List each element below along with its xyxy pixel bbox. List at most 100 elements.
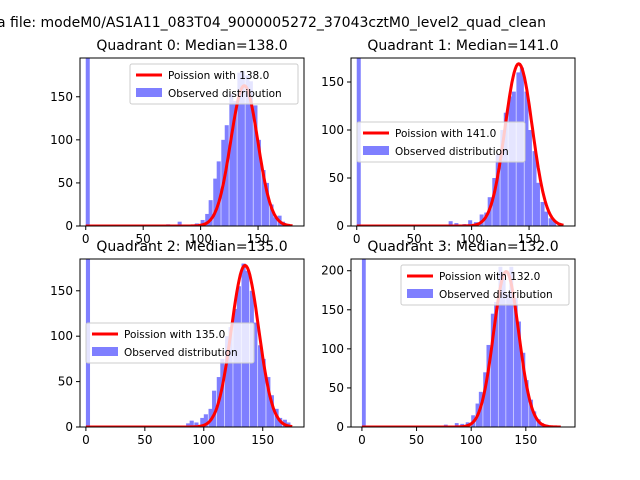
histogram-bar bbox=[258, 345, 263, 427]
x-tick-label: 100 bbox=[189, 232, 212, 246]
figure-suptitle: a file: modeM0/AS1A11_083T04_9000005272_… bbox=[0, 15, 546, 31]
y-tick-label: 200 bbox=[321, 264, 344, 278]
histogram-bar bbox=[483, 372, 488, 427]
y-tick-label: 150 bbox=[50, 90, 73, 104]
histogram-bar bbox=[501, 278, 506, 427]
histogram-bar bbox=[200, 219, 205, 226]
histogram-bar bbox=[494, 301, 498, 427]
histogram-bar bbox=[269, 395, 274, 427]
legend-label-fit: Poission with 141.0 bbox=[395, 128, 496, 140]
legend-bar-swatch bbox=[407, 289, 433, 298]
x-tick-label: 150 bbox=[247, 232, 270, 246]
y-tick-label: 150 bbox=[321, 75, 344, 89]
histogram-bar bbox=[212, 390, 217, 427]
histogram-bar bbox=[228, 327, 233, 427]
x-tick-label: 50 bbox=[136, 232, 151, 246]
poisson-fit-line bbox=[356, 62, 564, 226]
histogram-bar bbox=[240, 70, 245, 226]
legend-box bbox=[400, 264, 570, 306]
poisson-fit-line bbox=[85, 84, 293, 226]
y-tick-label: 150 bbox=[321, 303, 344, 317]
histogram-bar bbox=[527, 130, 532, 226]
histogram-bar bbox=[245, 75, 250, 226]
x-tick-label: 100 bbox=[192, 433, 215, 447]
histogram-bar bbox=[261, 358, 266, 427]
x-tick-label: 0 bbox=[353, 232, 361, 246]
histogram-bar bbox=[532, 411, 537, 427]
histogram-bar bbox=[506, 294, 510, 427]
legend-box bbox=[356, 121, 526, 163]
histogram-bar bbox=[532, 151, 537, 226]
legend-bar-swatch bbox=[136, 88, 162, 97]
histogram-bar bbox=[261, 170, 266, 226]
histogram-bar bbox=[216, 161, 221, 226]
histogram-bar bbox=[248, 81, 253, 226]
subplot-title: Quadrant 0: Median=138.0 bbox=[96, 38, 287, 54]
histogram-bar bbox=[509, 266, 514, 427]
histogram-bar bbox=[272, 217, 278, 226]
y-tick-label: 100 bbox=[50, 329, 73, 343]
histogram-bar bbox=[225, 336, 230, 427]
y-tick-label: 0 bbox=[336, 420, 344, 434]
histogram-bar bbox=[468, 220, 473, 226]
histogram-bar bbox=[524, 91, 529, 226]
histogram-bar bbox=[535, 182, 540, 226]
histogram-bar bbox=[189, 420, 194, 427]
histogram-bar bbox=[540, 202, 545, 226]
histogram-bar bbox=[361, 259, 366, 427]
x-tick-label: 150 bbox=[514, 433, 537, 447]
x-tick-label: 0 bbox=[358, 433, 366, 447]
histogram-bar bbox=[253, 105, 258, 226]
axes-frame bbox=[350, 57, 576, 227]
y-tick-label: 150 bbox=[50, 284, 73, 298]
legend: Poission with 141.0 Observed distribution bbox=[356, 121, 526, 163]
legend-label-hist: Observed distribution bbox=[395, 146, 509, 158]
subplot-quadrant-0: 0 50 100 150 0 50 100 150 Quadrant 0: Median=138… bbox=[50, 38, 305, 246]
histogram-bar bbox=[492, 178, 497, 226]
legend-bar-swatch bbox=[363, 146, 389, 155]
subplot-quadrant-2: 0 50 100 150 0 50 100 150 Quadrant 2: Median=135… bbox=[50, 239, 305, 447]
axes-frame bbox=[350, 258, 576, 428]
histogram-bar bbox=[548, 218, 553, 226]
histogram-bar bbox=[552, 221, 557, 226]
x-tick-label: 100 bbox=[460, 232, 483, 246]
histogram-bar bbox=[529, 399, 533, 427]
histogram-bar bbox=[237, 72, 242, 226]
histogram-bar bbox=[232, 101, 237, 226]
x-tick-label: 0 bbox=[82, 433, 90, 447]
histogram-bar bbox=[500, 130, 505, 226]
x-tick-label: 50 bbox=[407, 232, 422, 246]
y-tick-label: 50 bbox=[329, 171, 344, 185]
histogram-bar bbox=[256, 139, 261, 226]
subplot-quadrant-1: 0 50 100 150 0 50 100 150 Quadrant 1: Median=141… bbox=[321, 38, 576, 246]
subplot-title: Quadrant 3: Median=132.0 bbox=[367, 239, 558, 255]
histogram-bar bbox=[503, 112, 508, 226]
y-tick-label: 0 bbox=[65, 219, 73, 233]
x-tick-label: 150 bbox=[518, 232, 541, 246]
histogram-bar bbox=[213, 178, 218, 226]
histogram-bar bbox=[264, 182, 269, 226]
x-tick-label: 50 bbox=[137, 433, 152, 447]
legend-label-hist: Observed distribution bbox=[439, 289, 553, 301]
x-tick-label: 0 bbox=[82, 232, 90, 246]
legend-box bbox=[85, 322, 255, 364]
histogram-bar bbox=[253, 322, 258, 427]
y-tick-label: 50 bbox=[58, 176, 73, 190]
y-tick-label: 0 bbox=[65, 420, 73, 434]
histogram-bar bbox=[266, 377, 271, 427]
histogram-bar bbox=[490, 313, 495, 427]
histogram-bar bbox=[200, 417, 205, 427]
histogram-bar bbox=[205, 213, 210, 226]
legend-label-fit: Poission with 135.0 bbox=[124, 329, 225, 341]
histogram-bar bbox=[521, 352, 526, 427]
legend-label-hist: Observed distribution bbox=[124, 347, 238, 359]
y-tick-label: 50 bbox=[329, 381, 344, 395]
y-tick-label: 100 bbox=[321, 342, 344, 356]
histogram-bar bbox=[448, 221, 453, 226]
histogram-bar bbox=[495, 154, 500, 226]
x-tick-label: 50 bbox=[409, 433, 424, 447]
histogram-bar bbox=[513, 298, 518, 427]
axes-frame bbox=[79, 57, 305, 227]
histogram-bar bbox=[224, 125, 229, 226]
